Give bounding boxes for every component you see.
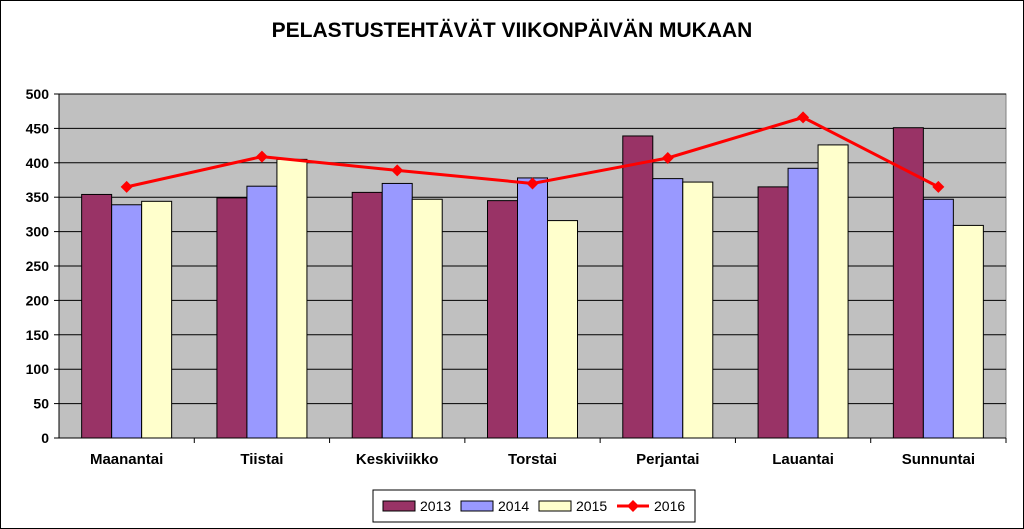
bar-2014 bbox=[246, 185, 278, 439]
legend-label: 2016 bbox=[654, 498, 685, 514]
point-2016 bbox=[661, 151, 674, 164]
bar-2013 bbox=[487, 200, 518, 439]
legend-marker-2016 bbox=[627, 500, 639, 512]
bar-2013 bbox=[216, 197, 248, 439]
bar-2015 bbox=[682, 181, 714, 439]
y-tick-label: 500 bbox=[26, 86, 50, 102]
point-2016 bbox=[932, 180, 945, 193]
y-tick-label: 300 bbox=[26, 224, 50, 240]
bar-2014 bbox=[652, 178, 684, 439]
bar-2014 bbox=[922, 198, 954, 439]
legend-label: 2014 bbox=[498, 498, 529, 514]
y-tick-label: 150 bbox=[26, 327, 50, 343]
chart-title: PELASTUSTEHTÄVÄT VIIKONPÄIVÄN MUKAAN bbox=[271, 19, 753, 42]
y-tick-label: 50 bbox=[33, 396, 49, 412]
x-tick-label: Lauantai bbox=[772, 451, 834, 468]
bar-2014 bbox=[787, 167, 819, 439]
legend-swatch-2014 bbox=[460, 500, 494, 512]
bar-2013 bbox=[81, 193, 113, 439]
x-tick-label: Keskiviikko bbox=[356, 451, 439, 468]
y-tick-label: 450 bbox=[26, 120, 50, 136]
bar-2015 bbox=[547, 220, 578, 439]
bar-2015 bbox=[817, 144, 849, 439]
bar-2014 bbox=[381, 182, 413, 439]
point-2016 bbox=[526, 177, 539, 190]
point-2016 bbox=[255, 150, 268, 163]
legend-label: 2013 bbox=[420, 498, 451, 514]
y-tick-label: 400 bbox=[26, 155, 50, 171]
point-2016 bbox=[797, 111, 810, 124]
legend-label: 2015 bbox=[576, 498, 607, 514]
y-tick-label: 200 bbox=[26, 292, 50, 308]
y-tick-label: 250 bbox=[26, 258, 50, 274]
x-tick-label: Torstai bbox=[508, 451, 557, 468]
bar-2015 bbox=[411, 198, 443, 439]
y-tick-label: 350 bbox=[26, 189, 50, 205]
legend-swatch-2015 bbox=[538, 500, 572, 512]
legend-swatch-2013 bbox=[382, 500, 416, 512]
point-2016 bbox=[120, 180, 133, 193]
bar-2013 bbox=[892, 127, 924, 439]
bar-2014 bbox=[517, 177, 548, 439]
bar-2015 bbox=[141, 200, 173, 439]
bar-2013 bbox=[757, 186, 789, 439]
bar-2015 bbox=[276, 158, 308, 439]
x-tick-label: Maanantai bbox=[90, 451, 163, 468]
x-tick-label: Sunnuntai bbox=[902, 451, 975, 468]
y-tick-label: 0 bbox=[41, 430, 49, 446]
bar-2014 bbox=[111, 204, 143, 439]
point-2016 bbox=[391, 164, 404, 177]
x-tick-label: Tiistai bbox=[240, 451, 283, 468]
bar-2015 bbox=[952, 224, 984, 439]
bar-2013 bbox=[351, 191, 383, 439]
bar-2013 bbox=[622, 135, 654, 439]
y-tick-label: 100 bbox=[26, 361, 50, 377]
x-tick-label: Perjantai bbox=[636, 451, 699, 468]
